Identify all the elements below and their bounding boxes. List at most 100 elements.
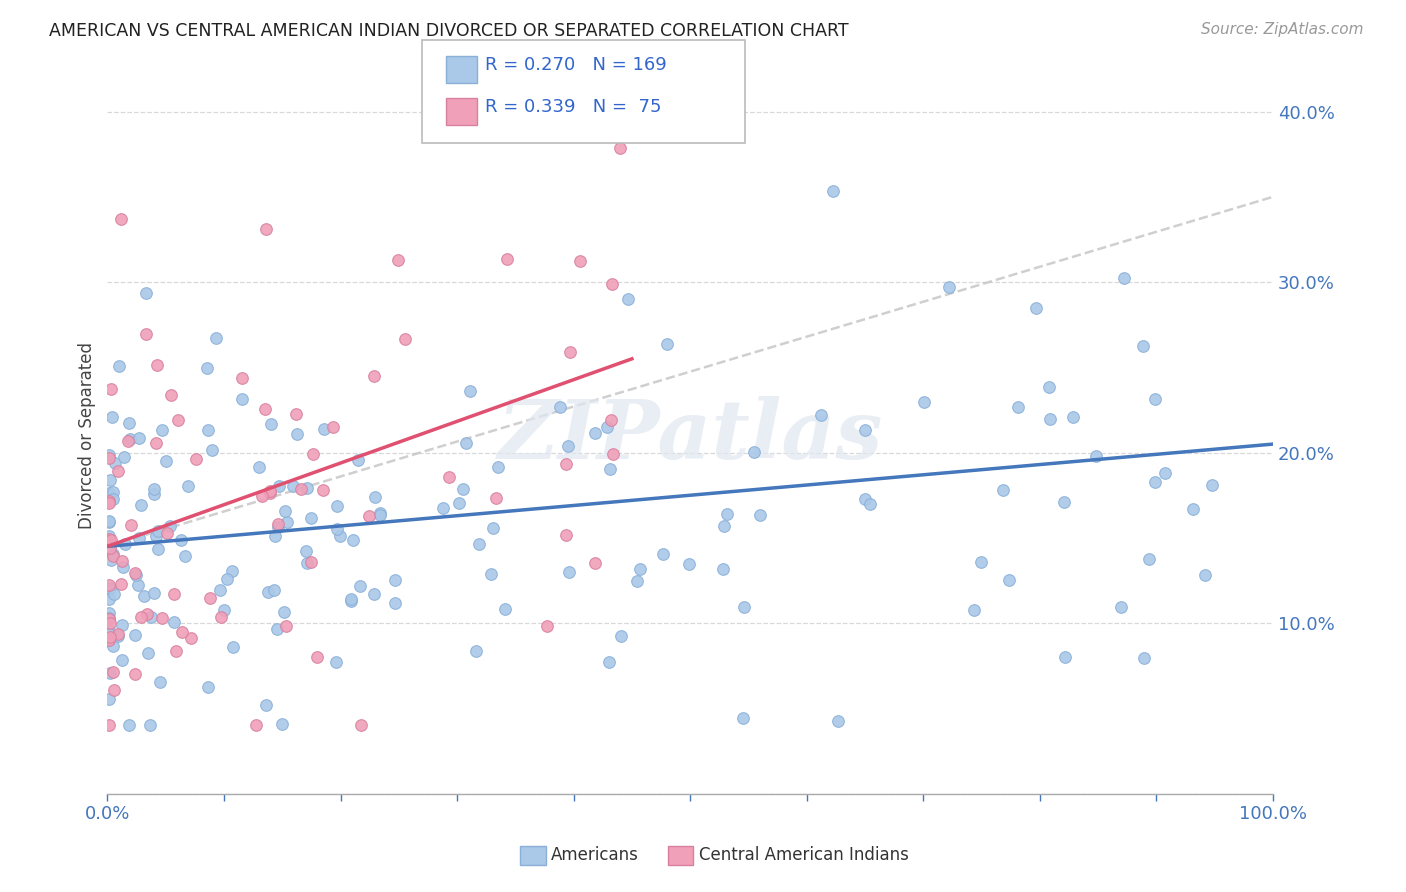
Point: [322, 420, 344, 434]
Point: [259, 485, 281, 500]
Point: [98, 515, 121, 529]
Point: [201, 443, 224, 458]
Point: [145, 436, 167, 450]
Point: [557, 439, 579, 453]
Point: [97, 485, 120, 500]
Point: [145, 529, 167, 543]
Point: [97, 611, 120, 625]
Point: [1007, 401, 1029, 415]
Point: [118, 718, 141, 732]
Point: [384, 574, 406, 588]
Point: [98, 473, 121, 487]
Point: [1053, 494, 1076, 508]
Point: [326, 522, 349, 536]
Point: [111, 560, 134, 574]
Point: [163, 587, 186, 601]
Point: [98, 624, 121, 638]
Point: [290, 482, 312, 496]
Point: [135, 285, 157, 300]
Point: [970, 555, 993, 569]
Point: [1181, 502, 1204, 516]
Point: [363, 587, 385, 601]
Point: [98, 541, 121, 555]
Point: [98, 665, 121, 680]
Point: [118, 417, 141, 431]
Point: [558, 344, 581, 359]
Point: [733, 711, 755, 725]
Point: [274, 619, 297, 633]
Point: [152, 423, 174, 437]
Point: [912, 394, 935, 409]
Point: [305, 650, 328, 665]
Point: [1139, 551, 1161, 566]
Point: [98, 496, 121, 510]
Point: [479, 567, 502, 582]
Point: [247, 460, 270, 475]
Point: [97, 627, 120, 641]
Point: [245, 718, 267, 732]
Point: [124, 566, 146, 581]
Point: [536, 619, 558, 633]
Point: [146, 542, 169, 557]
Point: [97, 633, 120, 648]
Point: [394, 332, 416, 346]
Point: [1201, 478, 1223, 492]
Point: [598, 655, 620, 669]
Point: [97, 692, 120, 706]
Point: [554, 528, 576, 542]
Point: [180, 632, 202, 646]
Point: [651, 547, 673, 561]
Point: [98, 631, 121, 645]
Point: [101, 491, 124, 506]
Point: [114, 537, 136, 551]
Point: [364, 491, 387, 505]
Point: [859, 497, 882, 511]
Point: [962, 603, 984, 617]
Point: [200, 591, 222, 605]
Point: [595, 420, 617, 434]
Point: [124, 567, 146, 582]
Point: [165, 644, 187, 658]
Point: [100, 410, 122, 425]
Point: [368, 508, 391, 522]
Point: [295, 481, 318, 495]
Point: [655, 337, 678, 351]
Point: [254, 401, 277, 416]
Point: [118, 432, 141, 446]
Point: [100, 382, 122, 396]
Point: [117, 434, 139, 449]
Text: Americans: Americans: [551, 847, 640, 864]
Point: [482, 521, 505, 535]
Point: [124, 666, 146, 681]
Point: [853, 423, 876, 437]
Point: [98, 616, 121, 631]
Point: [103, 640, 125, 654]
Point: [339, 593, 361, 607]
Point: [97, 450, 120, 465]
Point: [855, 491, 877, 506]
Point: [329, 529, 352, 543]
Point: [103, 587, 125, 601]
Point: [342, 533, 364, 547]
Point: [197, 680, 219, 694]
Point: [124, 628, 146, 642]
Point: [359, 509, 381, 524]
Point: [155, 454, 177, 468]
Point: [160, 387, 183, 401]
Point: [170, 624, 193, 639]
Point: [104, 456, 127, 470]
Point: [609, 141, 631, 155]
Point: [716, 507, 738, 521]
Point: [97, 529, 120, 543]
Point: [252, 489, 274, 503]
Point: [626, 574, 648, 588]
Point: [221, 564, 243, 578]
Point: [1133, 651, 1156, 665]
Text: AMERICAN VS CENTRAL AMERICAN INDIAN DIVORCED OR SEPARATED CORRELATION CHART: AMERICAN VS CENTRAL AMERICAN INDIAN DIVO…: [49, 22, 849, 40]
Point: [285, 407, 308, 421]
Point: [451, 482, 474, 496]
Text: ZIPatlas: ZIPatlas: [498, 395, 883, 475]
Point: [295, 544, 318, 558]
Point: [325, 655, 347, 669]
Point: [1143, 392, 1166, 407]
